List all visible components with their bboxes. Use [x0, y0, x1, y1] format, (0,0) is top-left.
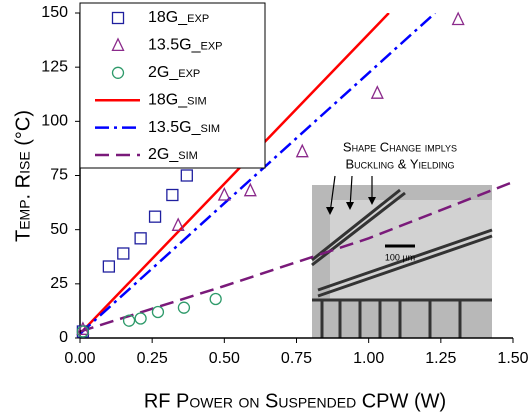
legend-label: 18G_sim	[148, 91, 207, 108]
marker-square	[180, 169, 193, 182]
marker-circle	[122, 314, 136, 327]
marker-triangle	[295, 143, 309, 158]
sim-line	[80, 13, 436, 335]
y-tick-label: 50	[50, 221, 68, 238]
marker-circle	[177, 301, 191, 314]
marker-square	[148, 210, 162, 223]
marker-triangle	[111, 37, 125, 52]
legend-label: 2G_exp	[148, 64, 200, 81]
marker-triangle	[217, 186, 231, 201]
marker-circle	[151, 305, 165, 319]
marker-square	[111, 11, 125, 25]
x-tick-label: 1.50	[497, 350, 528, 367]
marker-square	[102, 260, 116, 273]
x-tick-label: 0.00	[64, 350, 95, 367]
marker-triangle	[171, 217, 185, 231]
legend-box	[79, 2, 266, 169]
annotation: Shape Change implys	[343, 139, 457, 154]
y-tick-label: 125	[41, 58, 68, 75]
annotation: Buckling & Yielding	[345, 156, 454, 171]
y-axis-label: Temp. Rise (°C)	[12, 110, 34, 242]
legend-label: 13.5G_exp	[148, 37, 223, 54]
marker-triangle	[451, 11, 465, 26]
inset-photo: 100 µm	[311, 175, 493, 338]
marker-square	[134, 232, 147, 245]
marker-circle	[134, 312, 147, 325]
y-tick-label: 150	[41, 4, 68, 21]
x-tick-label: 0.75	[281, 350, 312, 367]
y-tick-label: 100	[41, 113, 68, 130]
marker-triangle	[243, 182, 257, 197]
x-tick-label: 0.50	[209, 350, 240, 367]
marker-circle	[76, 325, 90, 338]
marker-triangle	[76, 321, 90, 335]
x-tick-label: 1.00	[353, 350, 384, 367]
sim-line	[80, 13, 390, 335]
y-tick-label: 0	[59, 329, 68, 346]
y-tick-label: 25	[50, 275, 68, 292]
marker-square	[117, 247, 130, 260]
legend-label: 18G_exp	[148, 9, 209, 26]
marker-circle	[209, 292, 222, 306]
marker-circle	[111, 66, 125, 79]
y-tick-label: 75	[50, 167, 68, 184]
legend-label: 2G_sim	[148, 146, 198, 163]
legend-label: 13.5G_sim	[148, 119, 220, 136]
sim-line	[80, 180, 513, 333]
marker-square	[166, 188, 179, 202]
x-axis-label: RF Power on Suspended CPW (W)	[144, 390, 446, 412]
x-tick-label: 0.25	[137, 350, 168, 367]
inset-scale-label: 100 µm	[385, 252, 415, 262]
x-tick-label: 1.25	[425, 350, 456, 367]
marker-triangle	[370, 85, 384, 99]
